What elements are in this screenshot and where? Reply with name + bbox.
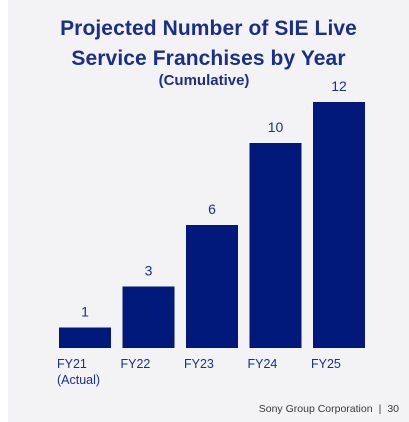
chart-subtitle: (Cumulative) — [158, 72, 250, 89]
data-label: 10 — [268, 119, 284, 135]
bar-fy23 — [186, 225, 238, 348]
data-label: 1 — [81, 304, 89, 320]
footer-page-number: 30 — [387, 403, 399, 415]
chart-title-line-1: Projected Number of SIE Live — [60, 17, 357, 40]
x-tick-label: FY23 — [184, 357, 214, 371]
data-label: 3 — [145, 263, 153, 279]
bar-fy21 — [59, 327, 111, 348]
x-tick-label: FY24 — [248, 357, 278, 371]
footer-separator: | — [378, 403, 382, 415]
x-tick-label: FY22 — [121, 357, 151, 371]
bar-fy25 — [313, 102, 365, 348]
bar-fy22 — [122, 286, 175, 348]
x-tick-label: (Actual) — [57, 373, 100, 387]
x-tick-label: FY25 — [311, 357, 341, 371]
data-label: 12 — [331, 78, 347, 94]
x-tick-label: FY21 — [57, 357, 87, 371]
bar-fy24 — [249, 143, 302, 348]
footer-company: Sony Group Corporation — [258, 403, 373, 415]
chart-title-line-2: Service Franchises by Year — [71, 47, 346, 70]
data-label: 6 — [208, 201, 216, 217]
page-footer: Sony Group Corporation | 30 — [259, 403, 399, 415]
